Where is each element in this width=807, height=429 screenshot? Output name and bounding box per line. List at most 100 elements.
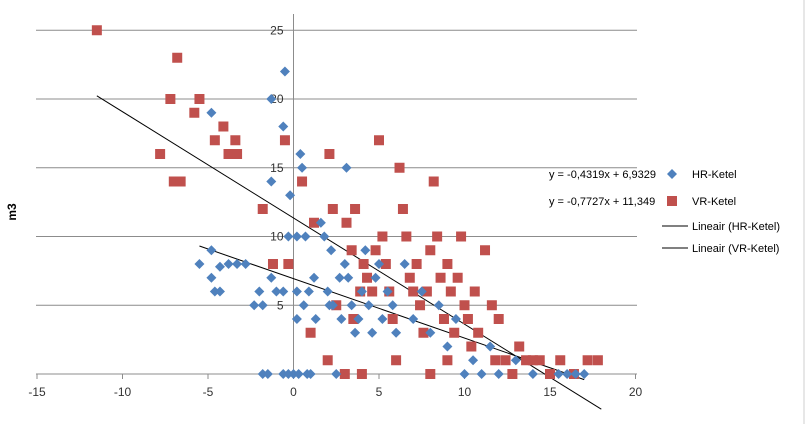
- data-point-vr-ketel: [350, 204, 361, 214]
- data-point-hr-ketel: [367, 327, 378, 338]
- data-point-hr-ketel: [291, 231, 302, 242]
- data-point-vr-ketel: [534, 355, 545, 366]
- axes: [36, 14, 637, 379]
- data-point-hr-ketel: [377, 314, 388, 324]
- data-point-hr-ketel: [391, 327, 402, 338]
- data-point-vr-ketel: [341, 217, 352, 228]
- data-point-vr-ketel: [438, 314, 449, 324]
- data-points: [91, 25, 603, 379]
- data-point-vr-ketel: [418, 327, 429, 338]
- data-point-vr-ketel: [91, 25, 102, 36]
- data-point-hr-ketel: [298, 300, 309, 311]
- data-point-hr-ketel: [295, 149, 306, 159]
- data-point-hr-ketel: [266, 272, 277, 283]
- data-point-hr-ketel: [214, 261, 225, 272]
- data-point-hr-ketel: [510, 355, 521, 366]
- data-point-vr-ketel: [279, 135, 290, 146]
- data-point-hr-ketel: [527, 369, 538, 379]
- data-point-vr-ketel: [545, 369, 555, 379]
- data-point-hr-ketel: [278, 286, 289, 297]
- data-point-hr-ketel: [315, 217, 326, 228]
- data-point-hr-ketel: [387, 300, 398, 311]
- data-point-hr-ketel: [297, 162, 308, 173]
- data-point-vr-ketel: [421, 286, 432, 297]
- data-point-hr-ketel: [279, 66, 290, 77]
- data-point-hr-ketel: [442, 341, 453, 352]
- data-point-hr-ketel: [249, 300, 260, 311]
- data-point-vr-ketel: [394, 162, 405, 173]
- data-point-vr-ketel: [435, 272, 446, 283]
- data-point-vr-ketel: [322, 355, 333, 366]
- data-point-vr-ketel: [305, 327, 316, 338]
- data-point-hr-ketel: [343, 272, 354, 283]
- data-point-vr-ketel: [230, 135, 241, 146]
- x-tick-label: -10: [114, 385, 132, 399]
- data-point-hr-ketel: [310, 314, 321, 324]
- data-point-vr-ketel: [404, 272, 415, 283]
- trendline-hr-ketel: [199, 245, 585, 381]
- y-axis-label: m3: [5, 203, 19, 221]
- data-point-vr-ketel: [232, 149, 243, 159]
- data-point-vr-ketel: [425, 245, 436, 256]
- data-point-hr-ketel: [356, 286, 367, 297]
- data-point-hr-ketel: [262, 369, 273, 379]
- data-point-hr-ketel: [350, 327, 361, 338]
- data-point-hr-ketel: [493, 369, 504, 379]
- data-point-vr-ketel: [397, 204, 408, 214]
- data-point-hr-ketel: [257, 369, 268, 379]
- data-point-vr-ketel: [456, 231, 467, 242]
- data-point-hr-ketel: [206, 107, 217, 118]
- x-tick-label: -5: [203, 385, 214, 399]
- data-point-vr-ketel: [257, 204, 268, 214]
- data-point-hr-ketel: [553, 369, 564, 379]
- data-point-hr-ketel: [570, 369, 581, 379]
- data-point-vr-ketel: [480, 245, 491, 256]
- x-tick-label: 20: [629, 385, 643, 399]
- data-point-hr-ketel: [300, 231, 311, 242]
- data-point-hr-ketel: [374, 259, 384, 269]
- data-point-hr-ketel: [433, 300, 444, 311]
- data-point-hr-ketel: [278, 121, 289, 132]
- data-point-vr-ketel: [367, 286, 378, 297]
- data-point-vr-ketel: [391, 355, 402, 366]
- data-point-vr-ketel: [194, 94, 205, 104]
- data-point-hr-ketel: [291, 286, 302, 297]
- data-point-hr-ketel: [336, 314, 347, 324]
- trend-equations: y = -0,4319x + 6,9329 y = -0,7727x + 11,3…: [549, 169, 656, 208]
- data-point-vr-ketel: [155, 149, 166, 159]
- data-point-hr-ketel: [283, 369, 294, 379]
- data-point-vr-ketel: [411, 259, 422, 269]
- data-point-hr-ketel: [363, 300, 374, 311]
- data-point-hr-ketel: [266, 176, 277, 187]
- data-point-hr-ketel: [240, 259, 251, 269]
- data-point-hr-ketel: [322, 286, 333, 297]
- data-point-vr-ketel: [339, 369, 350, 379]
- data-point-hr-ketel: [271, 286, 282, 297]
- data-point-vr-ketel: [362, 272, 373, 283]
- data-point-vr-ketel: [521, 355, 532, 366]
- data-point-hr-ketel: [285, 190, 296, 201]
- data-point-hr-ketel: [254, 286, 265, 297]
- data-point-hr-ketel: [283, 231, 294, 242]
- data-point-hr-ketel: [303, 286, 314, 297]
- data-point-vr-ketel: [582, 355, 593, 366]
- data-point-vr-ketel: [592, 355, 603, 366]
- legend-label: Lineair (VR-Ketel): [692, 243, 779, 255]
- data-point-vr-ketel: [408, 286, 419, 297]
- data-point-vr-ketel: [175, 176, 186, 187]
- data-point-hr-ketel: [326, 245, 337, 256]
- y-tick-label: 15: [270, 161, 284, 175]
- data-point-hr-ketel: [288, 369, 299, 379]
- tick-labels: 5 10 15 20 25 -15 -10 -5 0 5 10 15 20: [28, 23, 642, 399]
- data-point-hr-ketel: [579, 369, 590, 379]
- x-tick-label: 5: [376, 385, 383, 399]
- data-point-hr-ketel: [319, 231, 330, 242]
- data-point-hr-ketel: [327, 300, 338, 311]
- x-tick-label: 10: [458, 385, 472, 399]
- data-point-vr-ketel: [358, 259, 369, 269]
- data-point-vr-ketel: [449, 327, 460, 338]
- data-point-vr-ketel: [189, 107, 200, 118]
- data-point-hr-ketel: [382, 286, 393, 297]
